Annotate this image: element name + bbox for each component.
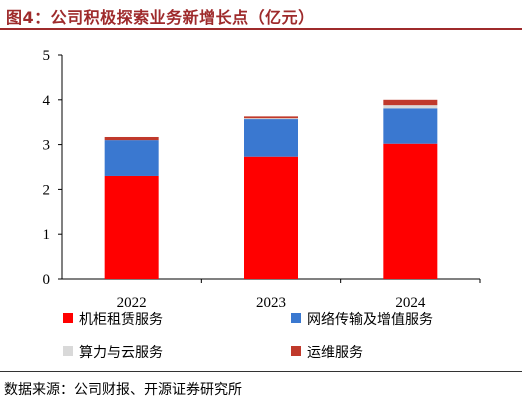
y-tick-group: 0 1 2 3 4 5 bbox=[43, 48, 62, 288]
bar-segment bbox=[104, 140, 159, 176]
legend-swatch bbox=[63, 313, 73, 323]
y-tick-label: 0 bbox=[43, 272, 51, 288]
bar-segment bbox=[244, 118, 298, 120]
bar-segment bbox=[104, 136, 159, 141]
legend-swatch bbox=[291, 313, 301, 323]
legend-swatch bbox=[291, 346, 301, 356]
legend-label: 网络传输及增值服务 bbox=[307, 312, 433, 328]
bar-segment bbox=[383, 108, 438, 144]
y-tick-label: 5 bbox=[43, 48, 51, 64]
bar-segment bbox=[383, 99, 438, 106]
y-tick-label: 2 bbox=[43, 182, 51, 198]
legend-swatch bbox=[63, 346, 73, 356]
x-tick-label: 2023 bbox=[256, 295, 286, 311]
bar-segment bbox=[244, 116, 298, 119]
title-rule bbox=[0, 28, 522, 30]
bar-segment bbox=[383, 105, 438, 109]
y-tick-label: 1 bbox=[43, 227, 51, 243]
bar-segment bbox=[244, 119, 298, 157]
stacked-bar-chart: 0 1 2 3 4 5 2022 2023 2024 机柜租赁服务 网络传输及增值服务算力与云服… bbox=[43, 48, 481, 361]
bar-segment bbox=[383, 143, 438, 279]
chart-title: 图4：公司积极探索业务新增长点（亿元） bbox=[6, 8, 315, 27]
y-tick-label: 4 bbox=[43, 93, 51, 109]
source-note: 数据来源：公司财报、开源证券研究所 bbox=[4, 382, 242, 398]
x-tick-label: 2022 bbox=[117, 295, 147, 311]
bar-group bbox=[104, 99, 438, 279]
source-rule bbox=[0, 371, 522, 372]
legend-label: 运维服务 bbox=[307, 345, 363, 361]
legend-label: 算力与云服务 bbox=[79, 345, 163, 361]
bar-segment bbox=[244, 156, 298, 279]
legend-label: 机柜租赁服务 bbox=[79, 312, 163, 328]
x-tick-group: 2022 2023 2024 bbox=[117, 279, 481, 311]
y-tick-label: 3 bbox=[43, 138, 51, 154]
bar-segment bbox=[104, 175, 159, 279]
x-tick-label: 2024 bbox=[395, 295, 426, 311]
